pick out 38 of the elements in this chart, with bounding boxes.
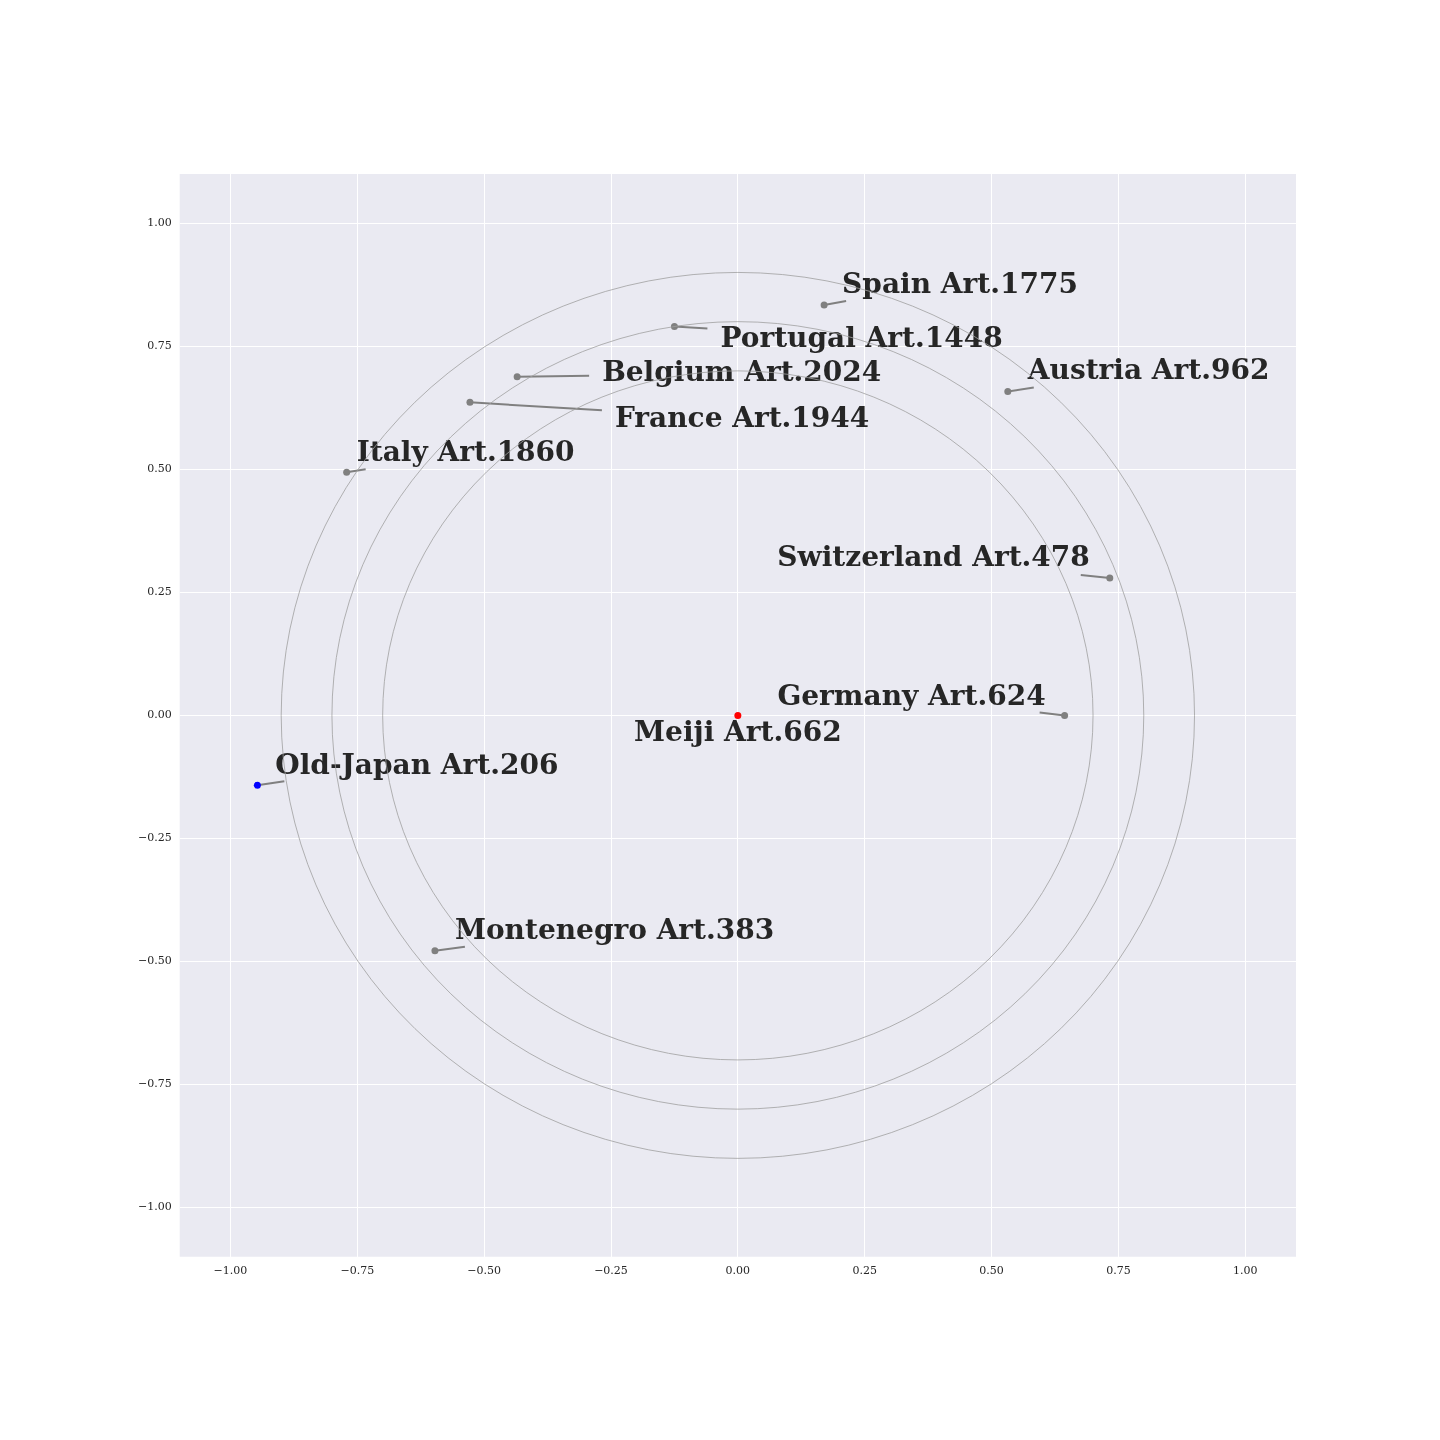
annotation: Old-Japan Art.206 (275, 747, 559, 781)
annotation: Spain Art.1775 (842, 267, 1078, 301)
annotation: Switzerland Art.478 (777, 540, 1090, 574)
y-tick-label: −0.75 (137, 1077, 172, 1091)
annotation: Montenegro Art.383 (454, 912, 775, 946)
point (820, 301, 828, 309)
y-tick-label: 0.50 (147, 462, 172, 476)
point (1061, 711, 1069, 719)
x-tick-label: 0.75 (1106, 1264, 1131, 1278)
y-tick-label: 0.25 (147, 585, 172, 599)
x-tick-label: 0.25 (852, 1264, 877, 1278)
x-tick-label: 0.00 (725, 1264, 751, 1278)
y-tick-label: 0.75 (147, 339, 172, 353)
y-tick-label: 1.00 (147, 216, 172, 230)
y-tick-label: 0.00 (147, 708, 172, 722)
annotation: France Art.1944 (614, 400, 870, 434)
x-tick-label: −1.00 (213, 1264, 248, 1278)
y-tick-label: −1.00 (137, 1200, 172, 1214)
x-tick-label: −0.50 (467, 1264, 502, 1278)
point (466, 398, 474, 406)
x-tick-label: −0.25 (594, 1264, 628, 1278)
x-tick-label: 0.50 (979, 1264, 1004, 1278)
annotation: Austria Art.962 (1026, 352, 1270, 386)
annotation: Meiji Art.662 (634, 714, 842, 748)
point (253, 781, 261, 789)
y-tick-label: −0.50 (137, 954, 172, 968)
x-tick-label: −0.75 (340, 1264, 375, 1278)
y-tick-label: −0.25 (137, 831, 172, 845)
annotation: Portugal Art.1448 (720, 320, 1003, 354)
point (431, 947, 439, 955)
point (1004, 388, 1012, 396)
point (343, 468, 351, 476)
x-tick-label: 1.00 (1233, 1264, 1258, 1278)
point (1106, 574, 1114, 582)
annotation: Italy Art.1860 (356, 434, 575, 468)
annotation: Belgium Art.2024 (602, 355, 882, 389)
annotation: Germany Art.624 (777, 678, 1046, 712)
point (513, 373, 521, 381)
